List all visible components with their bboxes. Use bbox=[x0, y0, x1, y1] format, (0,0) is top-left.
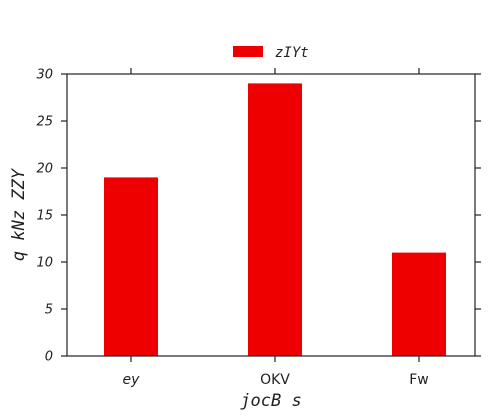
y-tick-label: 5 bbox=[45, 303, 53, 318]
y-tick-label: 30 bbox=[36, 68, 53, 83]
bar-ey bbox=[104, 177, 158, 356]
y-axis: 0 5 10 15 20 25 30 bbox=[36, 68, 481, 365]
x-tick-label: Fw bbox=[409, 372, 429, 388]
x-tick-label: OKV bbox=[260, 372, 290, 388]
y-tick-label: 10 bbox=[36, 256, 53, 271]
x-tick-label: ey bbox=[123, 372, 141, 388]
legend: zIYt bbox=[233, 45, 309, 61]
bars-group bbox=[104, 83, 446, 357]
bar-okv bbox=[248, 83, 302, 357]
y-axis-label: q kNz ZZY bbox=[9, 167, 29, 261]
x-axis: ey OKV Fw bbox=[123, 68, 429, 388]
y-tick-label: 0 bbox=[45, 350, 53, 365]
x-axis-label: jocB s bbox=[240, 391, 301, 411]
bar-fw bbox=[392, 252, 446, 356]
y-tick-label: 15 bbox=[36, 209, 53, 224]
y-tick-label: 20 bbox=[36, 162, 53, 177]
legend-label: zIYt bbox=[275, 45, 309, 61]
y-tick-label: 25 bbox=[36, 115, 53, 130]
legend-swatch bbox=[233, 46, 263, 57]
